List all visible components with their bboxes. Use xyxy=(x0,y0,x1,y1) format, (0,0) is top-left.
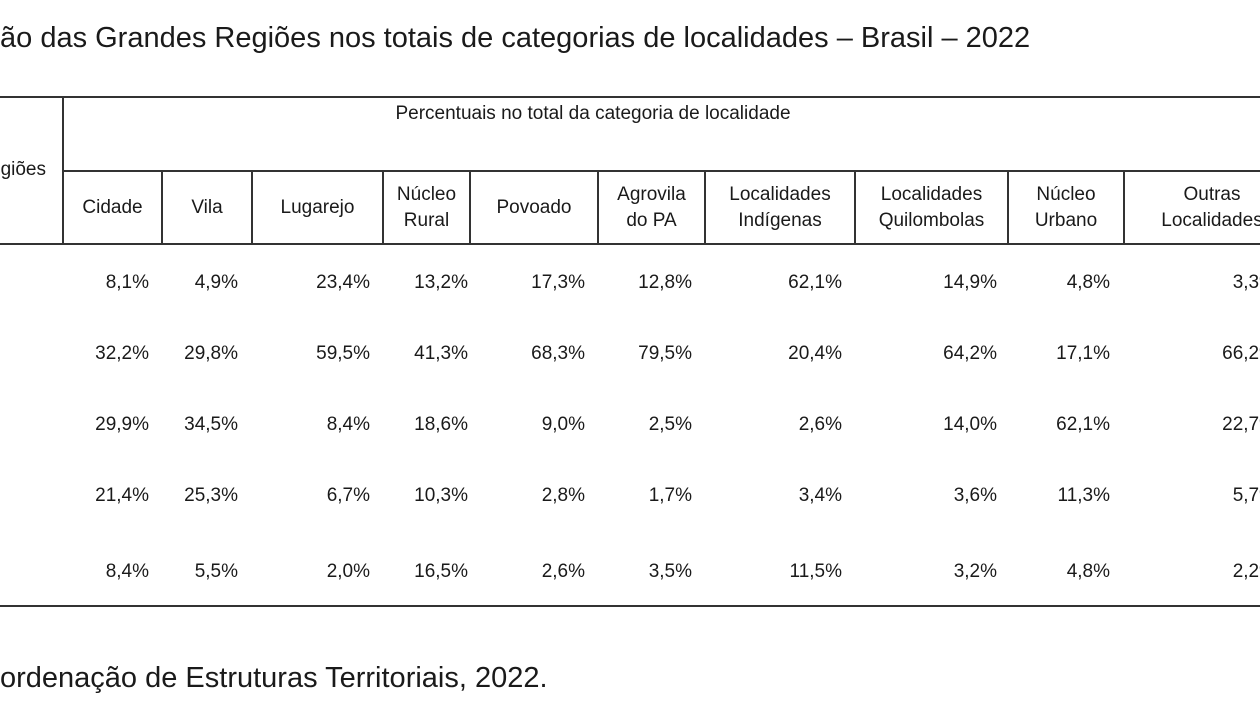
table-cell: 29,8% xyxy=(184,343,238,364)
table-cell: 5,7% xyxy=(1232,485,1260,506)
column-divider xyxy=(469,171,471,244)
column-header-line: Núcleo xyxy=(1036,183,1096,205)
table-cell: 10,3% xyxy=(414,485,468,506)
column-header-line: Localidades xyxy=(729,183,831,205)
table-cell: 64,2% xyxy=(943,343,997,364)
column-header: Outras Localidades xyxy=(1124,172,1260,243)
table-cell: 9,0% xyxy=(541,414,585,435)
column-divider xyxy=(1007,171,1009,244)
column-header: Agrovila do PA xyxy=(598,172,705,243)
table-top-rule xyxy=(0,96,1260,98)
column-header-line: Povoado xyxy=(496,196,572,218)
column-divider xyxy=(251,171,253,244)
table-cell: 2,2% xyxy=(1232,561,1260,582)
table-cell: 4,9% xyxy=(194,272,238,293)
column-header: Lugarejo xyxy=(252,172,383,243)
table-cell: 25,3% xyxy=(184,485,238,506)
table-cell: 2,5% xyxy=(648,414,692,435)
table-cell: 22,7% xyxy=(1222,414,1260,435)
column-header: Povoado xyxy=(470,172,598,243)
table-cell: 29,9% xyxy=(95,414,149,435)
column-header-line: Quilombolas xyxy=(878,209,985,231)
column-divider xyxy=(161,171,163,244)
column-header-line: Agrovila xyxy=(617,183,686,205)
table-cell: 8,4% xyxy=(105,561,149,582)
table-cell: 23,4% xyxy=(316,272,370,293)
column-header-line: Núcleo xyxy=(396,183,457,205)
table-cell: 3,6% xyxy=(953,485,997,506)
header-bottom-rule xyxy=(0,243,1260,245)
column-header-line: Vila xyxy=(191,196,223,218)
group-header-label: Percentuais no total da categoria de loc… xyxy=(395,103,791,124)
table-cell: 66,2% xyxy=(1222,343,1260,364)
column-header-line: Localidades xyxy=(1161,209,1260,231)
table-cell: 6,7% xyxy=(326,485,370,506)
table-cell: 4,8% xyxy=(1066,561,1110,582)
table-cell: 34,5% xyxy=(184,414,238,435)
table-cell: 3,3% xyxy=(1232,272,1260,293)
table-cell: 32,2% xyxy=(95,343,149,364)
table-cell: 13,2% xyxy=(414,272,468,293)
column-header: Localidades Quilombolas xyxy=(855,172,1008,243)
column-divider xyxy=(382,171,384,244)
table-cell: 11,5% xyxy=(789,561,842,582)
table-cell: 14,0% xyxy=(943,414,997,435)
column-divider xyxy=(597,171,599,244)
table-cell: 4,8% xyxy=(1066,272,1110,293)
table-cell: 8,4% xyxy=(326,414,370,435)
row-header-divider xyxy=(62,97,64,244)
table-cell: 79,5% xyxy=(638,343,692,364)
column-header-line: Outras xyxy=(1183,183,1241,205)
column-header-line: Lugarejo xyxy=(280,196,355,218)
table-cell: 14,9% xyxy=(943,272,997,293)
table-cell: 62,1% xyxy=(1056,414,1110,435)
table-cell: 11,3% xyxy=(1057,485,1110,506)
table-bottom-rule xyxy=(0,605,1260,607)
table-cell: 2,6% xyxy=(541,561,585,582)
column-header: Núcleo Rural xyxy=(383,172,470,243)
column-header: Cidade xyxy=(63,172,162,243)
row-header-label: giões xyxy=(0,159,46,180)
table-cell: 2,6% xyxy=(798,414,842,435)
group-header-rule xyxy=(63,170,1260,172)
table-cell: 8,1% xyxy=(105,272,149,293)
column-header-line: Localidades xyxy=(880,183,983,205)
column-header-line: Indígenas xyxy=(738,209,822,231)
table-cell: 41,3% xyxy=(414,343,468,364)
table-cell: 17,1% xyxy=(1056,343,1110,364)
table-cell: 68,3% xyxy=(531,343,585,364)
table-cell: 21,4% xyxy=(95,485,149,506)
table-cell: 1,7% xyxy=(648,485,692,506)
table-cell: 17,3% xyxy=(531,272,585,293)
table-title: ão das Grandes Regiões nos totais de cat… xyxy=(0,22,1031,54)
column-header: Localidades Indígenas xyxy=(705,172,855,243)
column-header-line: do PA xyxy=(626,209,677,231)
table-cell: 5,5% xyxy=(194,561,238,582)
table-cell: 2,0% xyxy=(326,561,370,582)
column-header: Vila xyxy=(162,172,252,243)
column-divider xyxy=(704,171,706,244)
table-cell: 3,5% xyxy=(648,561,692,582)
table-cell: 62,1% xyxy=(788,272,842,293)
table-cell: 59,5% xyxy=(316,343,370,364)
table-cell: 12,8% xyxy=(638,272,692,293)
column-divider xyxy=(854,171,856,244)
source-note: ordenação de Estruturas Territoriais, 20… xyxy=(0,662,548,694)
column-header: Núcleo Urbano xyxy=(1008,172,1124,243)
table-cell: 20,4% xyxy=(788,343,842,364)
table-cell: 3,2% xyxy=(953,561,997,582)
column-header-line: Cidade xyxy=(82,196,143,218)
column-divider xyxy=(1123,171,1125,244)
column-header-line: Rural xyxy=(403,209,450,231)
table-cell: 16,5% xyxy=(414,561,468,582)
table-cell: 18,6% xyxy=(414,414,468,435)
table-cell: 3,4% xyxy=(798,485,842,506)
table-cell: 2,8% xyxy=(541,485,585,506)
column-header-line: Urbano xyxy=(1034,209,1098,231)
